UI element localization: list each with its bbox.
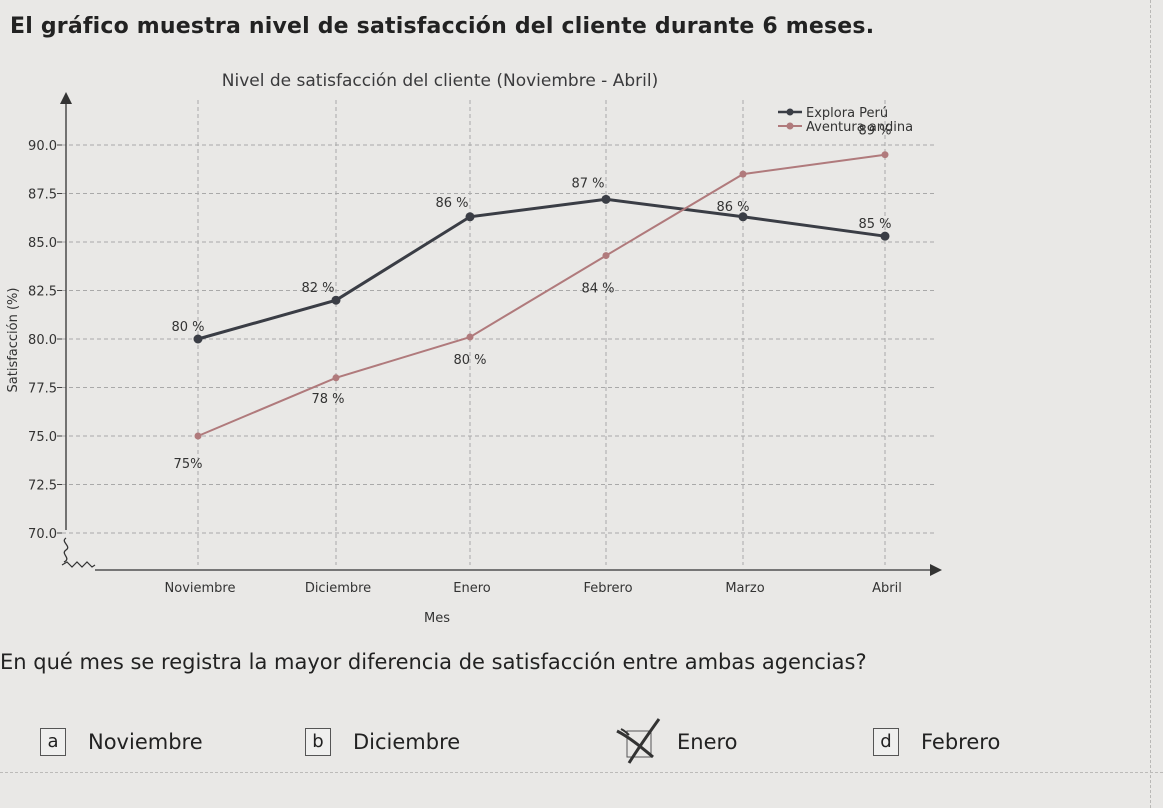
data-label: 75% (174, 457, 203, 472)
x-axis-label: Mes (424, 611, 450, 626)
x-tick-label: Abril (872, 581, 902, 596)
data-point (601, 194, 611, 204)
y-tick-label: 77.5 (28, 382, 57, 397)
data-label: 82 % (301, 281, 334, 296)
question-title: El gráfico muestra nivel de satisfacción… (10, 14, 875, 39)
chart-title: Nivel de satisfacción del cliente (Novie… (222, 71, 658, 91)
y-tick-label: 80.0 (28, 333, 57, 348)
y-axis-arrow (60, 92, 72, 104)
data-label: 89 % (858, 124, 891, 139)
legend-label: Aventura andina (806, 120, 913, 135)
line-chart: Nivel de satisfacción del cliente (Novie… (6, 71, 942, 626)
data-point (332, 374, 340, 382)
option-d-label: Febrero (921, 730, 1001, 754)
x-tick-label: Noviembre (165, 581, 236, 596)
data-point (880, 231, 890, 241)
series-line (197, 153, 886, 437)
data-point (466, 333, 474, 341)
data-point (738, 212, 748, 222)
option-a-letter: a (40, 728, 66, 756)
option-b[interactable]: b Diciembre (305, 727, 460, 757)
page-edge (1150, 0, 1153, 808)
x-tick-label: Marzo (725, 581, 764, 596)
option-d[interactable]: d Febrero (873, 727, 1000, 757)
data-point (602, 252, 610, 260)
data-label: 80 % (453, 353, 486, 368)
data-point (194, 432, 202, 440)
data-label: 85 % (858, 217, 891, 232)
y-tick-label: 87.5 (28, 188, 57, 203)
data-label: 86 % (716, 200, 749, 215)
data-point (739, 170, 747, 178)
option-a-label: Noviembre (88, 730, 203, 754)
y-axis-break (63, 537, 69, 563)
data-point (881, 151, 889, 159)
y-tick-label: 90.0 (28, 139, 57, 154)
y-tick-label: 82.5 (28, 285, 57, 300)
y-tick-label: 85.0 (28, 236, 57, 251)
page-divider (0, 772, 1163, 774)
data-label: 78 % (311, 392, 344, 407)
y-tick-label: 70.0 (28, 527, 57, 542)
legend-marker (786, 122, 794, 130)
data-point (465, 212, 475, 222)
option-a[interactable]: a Noviembre (40, 727, 203, 757)
y-tick-label: 75.0 (28, 430, 57, 445)
option-b-letter: b (305, 728, 331, 756)
data-point (193, 334, 203, 344)
y-tick-label: 72.5 (28, 479, 57, 494)
crossed-out-letter-icon (615, 718, 661, 764)
legend-marker (786, 108, 794, 116)
x-tick-label: Enero (453, 581, 491, 596)
x-tick-label: Diciembre (305, 581, 371, 596)
question-text: En qué mes se registra la mayor diferenc… (0, 650, 867, 674)
data-point (331, 295, 341, 305)
legend-label: Explora Perú (806, 106, 888, 121)
option-b-label: Diciembre (353, 730, 461, 754)
y-axis-label: Satisfacción (%) (6, 288, 21, 393)
option-c[interactable]: Enero (615, 718, 738, 764)
data-label: 80 % (171, 320, 204, 335)
data-label: 86 % (435, 196, 468, 211)
x-axis-break (61, 561, 96, 568)
data-label: 84 % (581, 282, 614, 297)
x-tick-label: Febrero (583, 581, 632, 596)
x-axis-arrow (930, 564, 942, 576)
option-d-letter: d (873, 728, 899, 756)
data-label: 87 % (571, 176, 604, 191)
series-line (197, 197, 886, 341)
option-c-label: Enero (677, 730, 738, 754)
